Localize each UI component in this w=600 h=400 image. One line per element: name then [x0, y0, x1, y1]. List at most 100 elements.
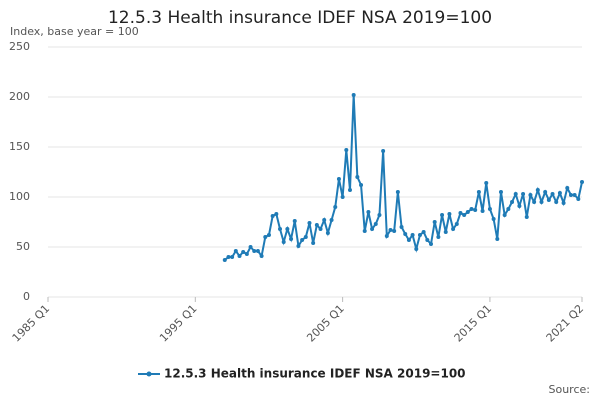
data-point	[462, 213, 467, 217]
data-point	[535, 188, 540, 192]
data-point	[524, 215, 529, 219]
data-point	[377, 213, 382, 217]
data-point	[554, 200, 559, 204]
data-point	[222, 258, 227, 262]
data-point	[281, 240, 286, 244]
data-point	[292, 219, 297, 223]
data-point	[491, 217, 496, 221]
data-point	[436, 235, 441, 239]
data-point	[454, 222, 459, 226]
data-point	[517, 204, 522, 208]
data-point	[289, 237, 294, 241]
data-point	[355, 175, 360, 179]
y-tick-label: 250	[9, 40, 30, 53]
data-point	[285, 227, 290, 231]
data-point	[252, 249, 257, 253]
data-point	[278, 227, 283, 231]
data-point	[255, 249, 260, 253]
data-point	[576, 197, 581, 201]
data-point	[226, 255, 231, 259]
data-point	[344, 148, 349, 152]
data-point	[417, 233, 422, 237]
data-point	[561, 201, 566, 205]
data-point	[340, 195, 345, 199]
data-point	[406, 238, 411, 242]
data-point	[458, 211, 463, 215]
data-point	[266, 233, 271, 237]
data-point	[432, 220, 437, 224]
data-point	[263, 235, 268, 239]
data-point	[469, 207, 474, 211]
data-point	[373, 222, 378, 226]
data-point	[329, 218, 334, 222]
data-point	[451, 227, 456, 231]
data-point	[399, 225, 404, 229]
data-point	[270, 214, 275, 218]
data-point	[550, 192, 555, 196]
data-point	[510, 200, 515, 204]
data-point	[307, 221, 312, 225]
data-point	[233, 249, 238, 253]
data-point	[546, 198, 551, 202]
data-point	[274, 212, 279, 216]
y-axis-label: Index, base year = 100	[10, 25, 139, 38]
data-point	[362, 229, 367, 233]
data-point	[506, 207, 511, 211]
data-point	[473, 208, 478, 212]
data-point	[370, 227, 375, 231]
data-point	[395, 190, 400, 194]
data-point	[244, 252, 249, 256]
data-point	[392, 229, 397, 233]
y-tick-label: 100	[9, 190, 30, 203]
x-tick-label: 1985 Q1	[10, 302, 53, 345]
x-tick-label: 2021 Q2	[544, 302, 587, 345]
data-point	[425, 238, 430, 242]
data-point	[248, 245, 253, 249]
data-point	[487, 207, 492, 211]
data-point	[484, 181, 489, 185]
data-point	[465, 210, 470, 214]
data-point	[447, 212, 452, 216]
series-line	[224, 94, 583, 261]
data-point	[325, 231, 330, 235]
legend-label: 12.5.3 Health insurance IDEF NSA 2019=10…	[164, 367, 466, 381]
y-tick-label: 0	[23, 290, 30, 303]
legend-marker	[146, 371, 152, 377]
data-point	[366, 210, 371, 214]
data-point	[241, 250, 246, 254]
data-point	[336, 177, 341, 181]
data-point	[351, 93, 356, 97]
chart-title: 12.5.3 Health insurance IDEF NSA 2019=10…	[108, 8, 492, 28]
data-point	[414, 247, 419, 251]
data-point	[480, 209, 485, 213]
data-point	[347, 188, 352, 192]
data-point	[539, 200, 544, 204]
y-tick-label: 150	[9, 140, 30, 153]
data-point	[381, 149, 386, 153]
data-point	[318, 227, 323, 231]
data-point	[300, 238, 305, 242]
data-point	[384, 234, 389, 238]
data-point	[333, 205, 338, 209]
data-point	[230, 255, 235, 259]
data-point	[498, 190, 503, 194]
y-tick-label: 50	[16, 240, 30, 253]
data-point	[557, 191, 562, 195]
x-tick-label: 1995 Q1	[157, 302, 200, 345]
data-point	[580, 180, 584, 184]
data-point	[311, 241, 316, 245]
data-point	[388, 228, 393, 232]
data-point	[296, 244, 301, 248]
data-point	[303, 235, 308, 239]
data-point	[572, 193, 577, 197]
data-point	[322, 218, 327, 222]
data-point	[421, 230, 426, 234]
data-point	[429, 242, 434, 246]
data-point	[565, 186, 570, 190]
data-point	[359, 183, 364, 187]
x-tick-label: 2005 Q1	[304, 302, 347, 345]
data-point	[476, 190, 481, 194]
data-point	[568, 193, 573, 197]
data-point	[237, 254, 242, 258]
data-point	[521, 192, 526, 196]
